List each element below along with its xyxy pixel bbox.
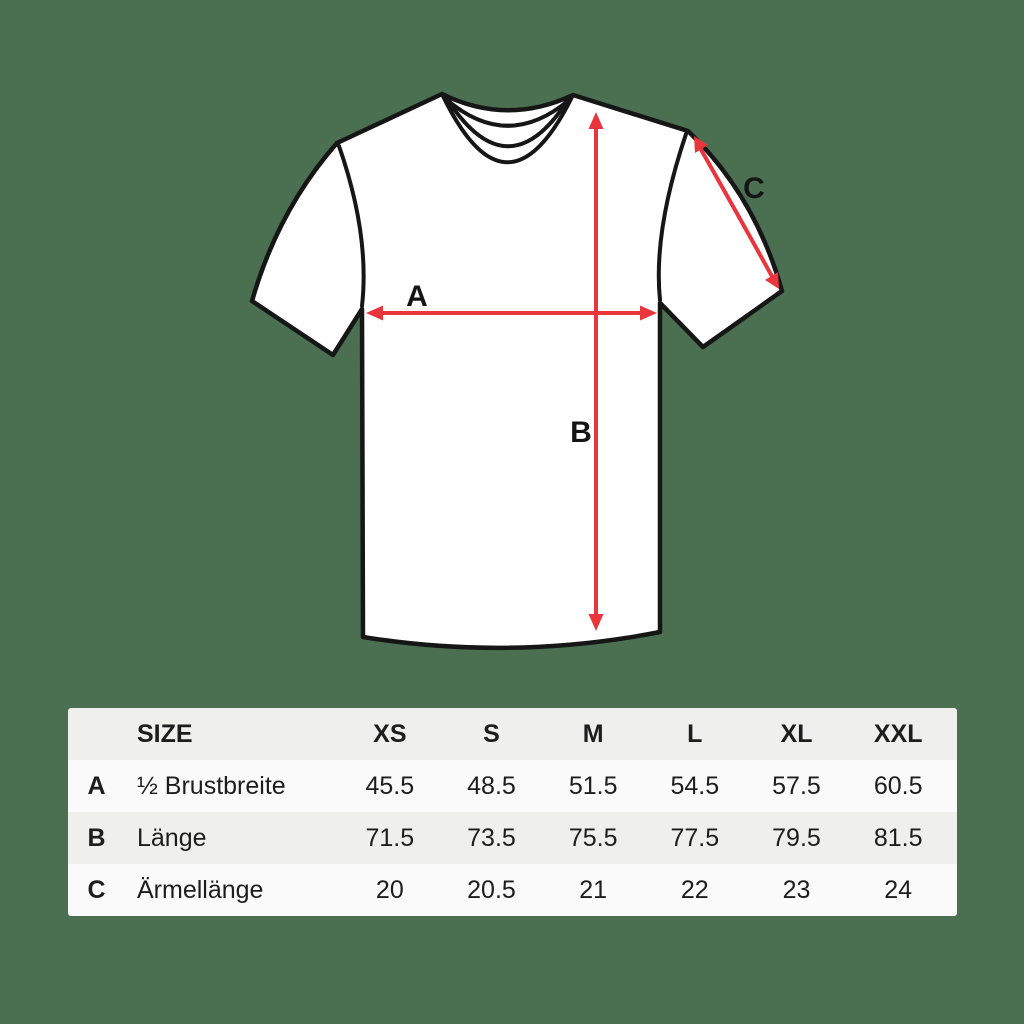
- header-col-l: L: [687, 719, 703, 748]
- size-table-header-row: SIZE XS S M L XL XXL: [68, 708, 957, 760]
- table-row-b: B Länge 71.5 73.5 75.5 77.5 79.5 81.5: [68, 812, 957, 864]
- value-cell: 24: [884, 875, 913, 904]
- arrowhead-a-right: [640, 305, 657, 321]
- value-cell: 60.5: [873, 771, 923, 800]
- collar-rib-arc-2: [447, 100, 568, 149]
- row-measurement-name: Länge: [137, 823, 207, 852]
- table-row-c: C Ärmellänge 20 20.5 21 22 23 24: [68, 864, 957, 916]
- measure-label-b: B: [570, 416, 592, 449]
- value-cell: 51.5: [568, 771, 618, 800]
- value-cell: 71.5: [365, 823, 415, 852]
- left-armhole-seam: [337, 144, 366, 308]
- collar-rib-arc-1: [444, 97, 571, 128]
- header-col-xl: XL: [780, 719, 813, 748]
- value-cell: 57.5: [772, 771, 821, 800]
- collar-band-outer-arc: [440, 92, 575, 165]
- measure-label-a: A: [406, 280, 428, 313]
- measure-arrow-c: [697, 145, 776, 281]
- row-measurement-name: ½ Brustbreite: [137, 771, 286, 800]
- value-cell: 48.5: [467, 771, 516, 800]
- arrowhead-c-bottom: [765, 272, 779, 289]
- row-letter: C: [87, 875, 106, 904]
- value-cell: 22: [680, 875, 709, 904]
- value-cell: 20: [375, 875, 404, 904]
- value-cell: 81.5: [873, 823, 923, 852]
- value-cell: 79.5: [772, 823, 821, 852]
- arrowhead-b-bottom: [588, 614, 604, 631]
- arrowhead-b-top: [588, 112, 604, 129]
- value-cell: 23: [782, 875, 811, 904]
- measure-label-c: C: [743, 172, 765, 205]
- value-cell: 73.5: [467, 823, 516, 852]
- arrowhead-a-left: [366, 305, 383, 321]
- row-letter: B: [87, 823, 106, 852]
- header-col-s: S: [483, 719, 500, 748]
- right-armhole-seam: [656, 132, 688, 302]
- size-table: SIZE XS S M L XL XXL A ½ Brustbreite 45.…: [68, 708, 957, 916]
- value-cell: 54.5: [670, 771, 720, 800]
- row-letter: A: [87, 771, 106, 800]
- value-cell: 77.5: [670, 823, 720, 852]
- value-cell: 21: [579, 875, 608, 904]
- arrowhead-c-top: [694, 136, 708, 153]
- header-size-label: SIZE: [137, 719, 193, 748]
- tshirt-outline: [249, 91, 785, 651]
- header-col-xxl: XXL: [873, 719, 923, 748]
- header-col-m: M: [582, 719, 604, 748]
- value-cell: 75.5: [568, 823, 618, 852]
- header-col-xs: XS: [373, 719, 407, 748]
- value-cell: 45.5: [365, 771, 415, 800]
- row-measurement-name: Ärmellänge: [137, 875, 264, 904]
- value-cell: 20.5: [467, 875, 516, 904]
- table-row-a: A ½ Brustbreite 45.5 48.5 51.5 54.5 57.5…: [68, 760, 957, 812]
